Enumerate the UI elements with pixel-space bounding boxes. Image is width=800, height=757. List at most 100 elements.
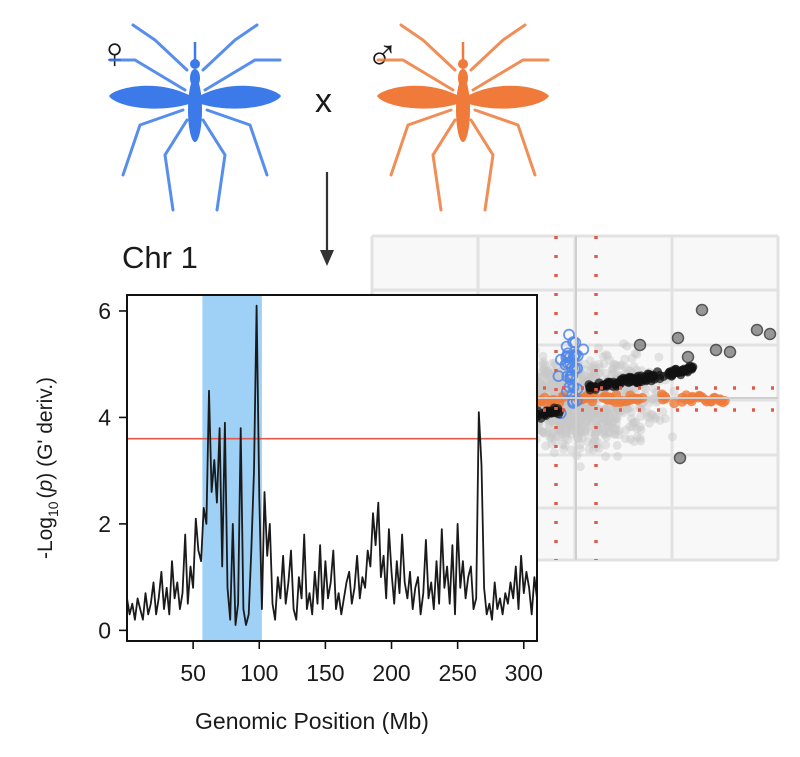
scatter-point	[603, 428, 613, 438]
scatter-point	[557, 418, 567, 428]
scatter-point	[598, 428, 608, 438]
scatter-point	[594, 359, 604, 369]
chromosome-label: Chr 1	[122, 240, 198, 275]
scatter-point	[600, 426, 610, 436]
scatter-point	[660, 414, 670, 424]
scatter-point	[623, 404, 633, 414]
scatter-point	[577, 421, 587, 431]
scatter-point	[548, 428, 558, 438]
scatter-point	[566, 388, 579, 401]
scatter-point	[632, 424, 642, 434]
scatter-point	[635, 422, 645, 432]
scatter-point	[567, 422, 577, 432]
scatter-point	[627, 353, 637, 363]
scatter-point	[543, 375, 553, 385]
scatter-point	[632, 432, 642, 442]
scatter-point	[599, 405, 609, 415]
signal-line	[126, 304, 538, 626]
scatter-point	[620, 376, 630, 386]
scatter-point	[607, 419, 617, 428]
scatter-point	[582, 416, 592, 426]
scatter-point	[650, 414, 660, 424]
scatter-point	[575, 440, 585, 450]
scatter-point	[538, 357, 548, 367]
scatter-point	[585, 412, 595, 422]
scatter-point	[614, 430, 624, 440]
scatter-point	[620, 362, 630, 372]
scatter-point	[561, 433, 570, 442]
scatter-point	[595, 425, 605, 435]
scatter-point	[605, 428, 615, 438]
scatter-point	[555, 419, 565, 429]
scatter-point	[610, 424, 620, 434]
scatter-point	[561, 423, 571, 433]
scatter-point	[551, 360, 561, 370]
scatter-point	[599, 359, 609, 369]
scatter-point	[556, 425, 565, 435]
scatter-point	[563, 435, 573, 444]
scatter-point	[594, 378, 604, 388]
scatter-point	[567, 445, 576, 455]
scatter-point	[589, 370, 599, 380]
scatter-point	[625, 422, 635, 432]
scatter-point	[585, 356, 595, 366]
scatter-point	[648, 410, 658, 420]
scatter-point	[593, 437, 603, 447]
scatter-point	[542, 366, 552, 376]
scatter-point	[562, 419, 571, 429]
scatter-point	[575, 424, 584, 433]
scatter-point	[547, 358, 557, 368]
scatter-point	[584, 410, 594, 420]
scatter-point	[539, 381, 549, 391]
scatter-point	[644, 398, 654, 408]
scatter-point	[723, 345, 737, 359]
scatter-point	[568, 349, 580, 362]
scatter-point	[621, 434, 630, 444]
scatter-point	[628, 422, 638, 432]
scatter-point	[576, 427, 586, 437]
scatter-point	[603, 378, 613, 388]
scatter-point	[579, 410, 589, 420]
scatter-point	[664, 370, 673, 380]
scatter-point	[538, 427, 548, 437]
scatter-point	[565, 410, 575, 420]
scatter-point	[651, 412, 661, 422]
scatter-point	[602, 420, 612, 430]
scatter-point	[589, 372, 599, 382]
scatter-point	[570, 421, 580, 431]
scatter-point	[539, 365, 549, 375]
scatter-point	[632, 349, 642, 359]
scatter-point	[556, 426, 566, 436]
scatter-point	[598, 415, 608, 425]
scatter-point	[550, 358, 560, 368]
scatter-point	[644, 418, 654, 428]
y-axis: 0 2 4 6	[98, 298, 127, 643]
scatter-point	[695, 303, 709, 317]
scatter-point	[565, 410, 575, 420]
scatter-point	[590, 408, 600, 418]
scatter-point	[541, 441, 551, 451]
scatter-point	[687, 391, 698, 402]
scatter-point	[556, 432, 566, 442]
scatter-point	[552, 432, 562, 442]
scatter-point	[591, 428, 601, 437]
scatter-point	[602, 416, 612, 426]
scatter-point	[655, 415, 665, 425]
scatter-point	[560, 340, 573, 353]
scatter-point	[586, 419, 596, 429]
scatter-point	[602, 420, 612, 430]
scatter-point	[593, 415, 603, 425]
scatter-point	[612, 405, 622, 415]
scatter-point	[560, 441, 570, 450]
scatter-point	[629, 436, 639, 446]
scatter-point	[604, 423, 613, 432]
scatter-point	[605, 355, 615, 365]
scatter-point	[634, 377, 644, 387]
scatter-point	[609, 415, 619, 425]
x-tick-label: 50	[180, 660, 206, 686]
scatter-point	[538, 363, 548, 373]
scatter-point	[588, 437, 598, 447]
scatter-point	[610, 414, 620, 424]
scatter-point	[579, 418, 589, 428]
scatter-point	[642, 411, 652, 421]
